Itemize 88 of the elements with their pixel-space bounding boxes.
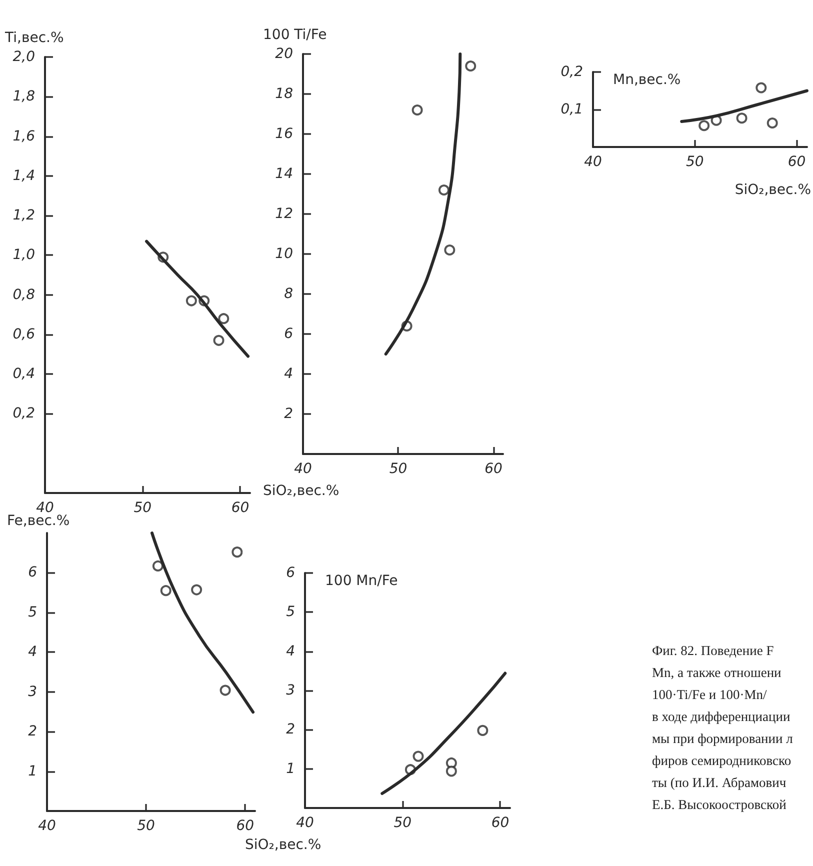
y-axis-title: 100 Mn/Fe — [325, 573, 398, 589]
y-tick-label: 1 — [28, 763, 37, 780]
y-tick-label: 2 — [286, 722, 296, 738]
text: 100·Ti/Fe и 100·Mn/ — [652, 686, 768, 704]
point — [160, 585, 172, 596]
x-tick-label: 60 — [484, 461, 502, 477]
y-tick-label: 0,2 — [560, 64, 584, 80]
x-axis-title: SiO₂,вес.% — [245, 837, 322, 853]
y-tick-label: 20 — [275, 46, 294, 62]
point — [152, 560, 164, 572]
y-tick-label: 2 — [284, 406, 294, 422]
point — [191, 584, 202, 596]
x-tick-label: 50 — [134, 500, 152, 516]
x-tick-label: 40 — [296, 815, 314, 831]
y-tick-label: 2,0 — [12, 49, 36, 65]
y-tick-label: 3 — [286, 682, 295, 698]
line-series — [380, 672, 507, 796]
y-tick-label: 5 — [286, 604, 296, 620]
y-axis-title: Ti,вес.% — [4, 30, 64, 46]
point — [232, 546, 243, 558]
point — [698, 120, 710, 132]
y-tick-label: 2 — [28, 724, 38, 740]
x-axis-title: SiO₂,вес.% — [263, 483, 340, 499]
y-tick-label: 14 — [275, 166, 293, 182]
x-tick-label: 60 — [491, 815, 510, 831]
point — [477, 724, 488, 736]
x-tick-label: 60 — [788, 154, 806, 170]
point — [465, 60, 476, 72]
y-tick-label: 4 — [286, 643, 295, 660]
x-tick-label: 50 — [394, 815, 412, 831]
x-tick-label: 50 — [686, 154, 704, 170]
y-tick-label: 1,4 — [12, 168, 35, 184]
y-axis-title: Fe,вес.% — [7, 513, 70, 529]
text: мы при формировании л — [652, 730, 793, 748]
text: ты (по И.И. Абрамович — [652, 774, 788, 792]
x-tick-label: 60 — [231, 500, 250, 516]
line-series — [384, 52, 462, 356]
y-tick-label: 1 — [286, 760, 295, 777]
point — [736, 112, 748, 124]
x-tick-label: 40 — [584, 154, 602, 170]
y-tick-label: 4 — [284, 366, 293, 382]
y-tick-label: 4 — [28, 644, 37, 660]
x-tick-label: 50 — [389, 461, 408, 477]
y-tick-label: 0,4 — [12, 366, 35, 382]
y-tick-label: 5 — [28, 604, 38, 620]
line-series — [150, 532, 255, 714]
y-tick-label: 10 — [275, 246, 294, 262]
y-tick-label: 12 — [275, 206, 294, 222]
y-tick-label: 1,0 — [12, 247, 36, 264]
y-tick-label: 8 — [284, 286, 294, 302]
x-tick-label: 40 — [38, 818, 56, 834]
point — [766, 118, 778, 128]
x-tick-label: 60 — [236, 818, 254, 834]
point — [186, 295, 197, 306]
x-axis-title: SiO₂,вес.% — [734, 182, 812, 198]
y-tick-label: 0,8 — [12, 286, 36, 303]
line-series — [145, 240, 250, 358]
point — [756, 82, 767, 94]
y-axis-title: Mn,вес.% — [613, 72, 681, 88]
y-tick-label: 6 — [284, 326, 294, 342]
y-tick-label: 1,6 — [12, 128, 36, 144]
y-tick-label: 3 — [28, 684, 37, 700]
text: Mn, а также отношени — [652, 664, 782, 682]
point — [213, 334, 224, 346]
y-tick-label: 18 — [275, 86, 294, 102]
text: фиров семиродниковско — [652, 752, 792, 770]
y-tick-label: 1,8 — [12, 88, 36, 105]
point — [220, 684, 231, 696]
y-tick-label: 0,2 — [12, 406, 36, 422]
x-tick-label: 40 — [36, 500, 54, 516]
text: Фиг. 82. Поведение F — [652, 642, 775, 660]
y-tick-label: 0,1 — [560, 102, 583, 118]
text: в ходе дифференциации — [652, 708, 792, 726]
y-tick-label: 0,6 — [12, 326, 36, 342]
text: Е.Б. Высокоостровской — [652, 796, 788, 814]
point — [218, 313, 230, 324]
point — [438, 184, 450, 196]
y-axis-title: 100 Ti/Fe — [263, 27, 327, 43]
point — [446, 766, 457, 777]
y-tick-label: 6 — [286, 565, 296, 581]
y-tick-label: 1,2 — [12, 208, 36, 224]
x-tick-label: 40 — [294, 461, 312, 477]
y-tick-label: 6 — [28, 564, 38, 581]
x-tick-label: 50 — [137, 818, 156, 834]
point — [412, 104, 423, 116]
point — [412, 750, 424, 762]
y-tick-label: 16 — [275, 126, 294, 142]
point — [444, 244, 456, 256]
